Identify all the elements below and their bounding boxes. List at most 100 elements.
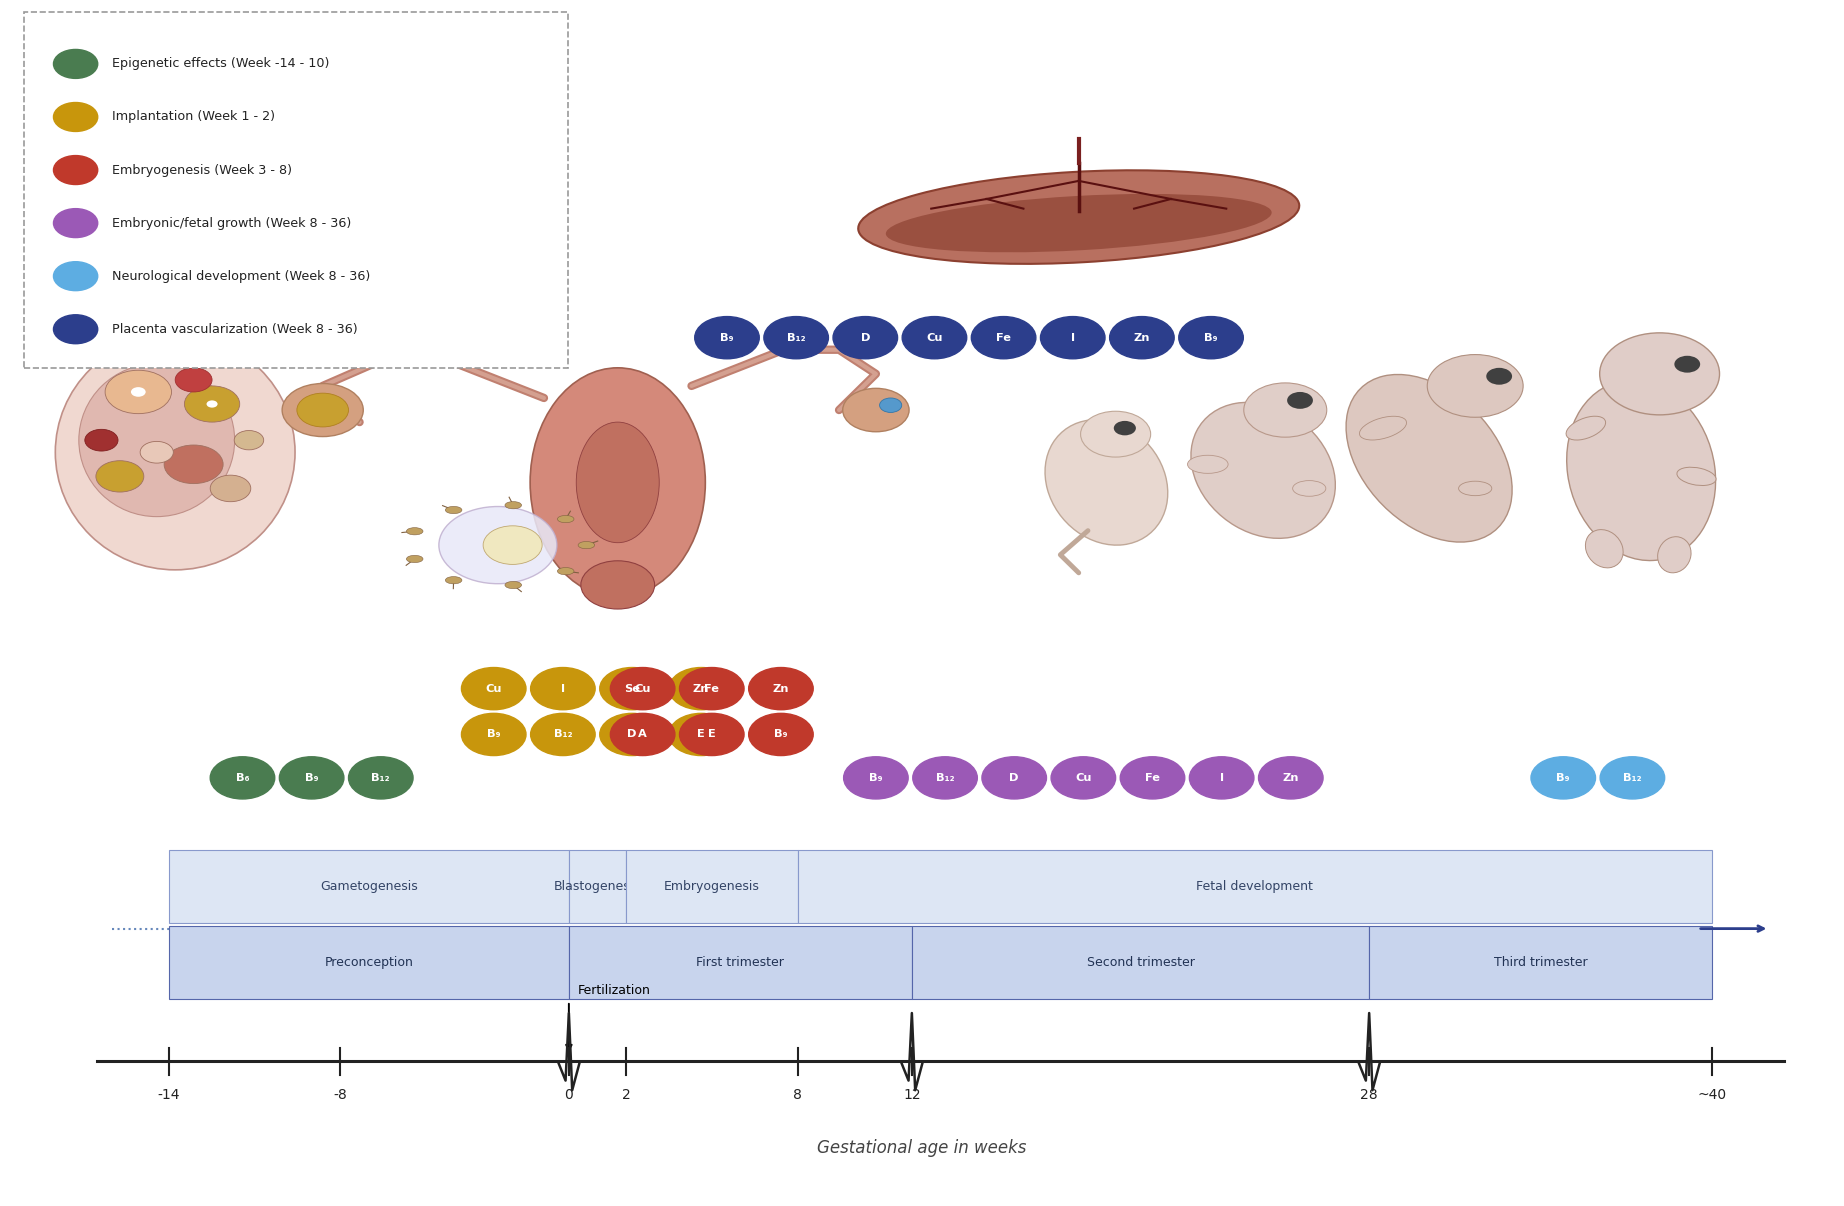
Circle shape — [695, 316, 760, 359]
Circle shape — [1121, 757, 1184, 800]
Text: D: D — [627, 730, 636, 739]
Text: Cu: Cu — [485, 684, 502, 693]
Circle shape — [531, 714, 596, 755]
Text: B₁₂: B₁₂ — [935, 773, 955, 783]
Text: -14: -14 — [157, 1088, 181, 1102]
Circle shape — [531, 667, 596, 709]
Ellipse shape — [575, 422, 660, 543]
Circle shape — [749, 714, 813, 755]
Circle shape — [105, 370, 171, 414]
Ellipse shape — [406, 555, 422, 562]
Text: Fe: Fe — [1145, 773, 1160, 783]
Circle shape — [461, 714, 526, 755]
Ellipse shape — [1427, 355, 1523, 417]
FancyBboxPatch shape — [568, 926, 911, 999]
Text: 28: 28 — [1361, 1088, 1377, 1102]
Circle shape — [349, 757, 413, 800]
Text: Fetal development: Fetal development — [1197, 880, 1313, 892]
Circle shape — [610, 667, 675, 709]
Text: Embryonic/fetal growth (Week 8 - 36): Embryonic/fetal growth (Week 8 - 36) — [112, 217, 352, 229]
Text: First trimester: First trimester — [697, 956, 784, 968]
Circle shape — [175, 368, 212, 392]
Ellipse shape — [581, 561, 655, 609]
Circle shape — [880, 398, 902, 412]
Circle shape — [1531, 757, 1595, 800]
Ellipse shape — [505, 581, 522, 589]
Text: D: D — [1009, 773, 1020, 783]
Text: Embryogenesis: Embryogenesis — [664, 880, 760, 892]
Circle shape — [981, 757, 1047, 800]
Text: B₉: B₉ — [869, 773, 883, 783]
Ellipse shape — [1046, 420, 1167, 545]
Text: Se: Se — [623, 684, 640, 693]
Circle shape — [763, 316, 828, 359]
FancyBboxPatch shape — [911, 926, 1368, 999]
Circle shape — [679, 714, 743, 755]
Circle shape — [1258, 757, 1322, 800]
Text: Fertilization: Fertilization — [577, 984, 651, 997]
Circle shape — [1178, 316, 1243, 359]
Text: B₁₂: B₁₂ — [787, 333, 806, 343]
Text: B₉: B₉ — [721, 333, 734, 343]
Ellipse shape — [857, 170, 1300, 264]
Text: I: I — [1071, 333, 1075, 343]
Circle shape — [278, 757, 343, 800]
Text: Fe: Fe — [996, 333, 1011, 343]
Text: B₆: B₆ — [236, 773, 249, 783]
FancyBboxPatch shape — [625, 850, 797, 923]
Circle shape — [1674, 356, 1700, 373]
Ellipse shape — [444, 576, 461, 584]
Text: Implantation (Week 1 - 2): Implantation (Week 1 - 2) — [112, 111, 275, 123]
Text: Placenta vascularization (Week 8 - 36): Placenta vascularization (Week 8 - 36) — [112, 323, 358, 335]
Circle shape — [1189, 757, 1254, 800]
Circle shape — [131, 387, 146, 397]
Text: A: A — [638, 730, 647, 739]
Circle shape — [599, 714, 664, 755]
Circle shape — [53, 315, 98, 344]
Circle shape — [85, 429, 118, 451]
Text: Gametogenesis: Gametogenesis — [319, 880, 419, 892]
Circle shape — [234, 431, 264, 450]
Circle shape — [669, 667, 734, 709]
Text: B₁₂: B₁₂ — [1623, 773, 1641, 783]
Circle shape — [1040, 316, 1105, 359]
Ellipse shape — [55, 334, 295, 570]
Ellipse shape — [557, 568, 573, 575]
Ellipse shape — [1676, 467, 1717, 486]
Text: Gestational age in weeks: Gestational age in weeks — [817, 1140, 1027, 1157]
Circle shape — [599, 667, 664, 709]
Circle shape — [210, 757, 275, 800]
Circle shape — [902, 316, 966, 359]
Ellipse shape — [1359, 416, 1407, 440]
Ellipse shape — [1459, 481, 1492, 496]
Ellipse shape — [1293, 480, 1326, 497]
Circle shape — [53, 156, 98, 185]
FancyBboxPatch shape — [170, 926, 568, 999]
Text: ~40: ~40 — [1698, 1088, 1726, 1102]
Text: B₉: B₉ — [1204, 333, 1217, 343]
Text: B₉: B₉ — [304, 773, 319, 783]
Text: D: D — [861, 333, 870, 343]
Circle shape — [610, 714, 675, 755]
Text: Third trimester: Third trimester — [1494, 956, 1588, 968]
Text: Cu: Cu — [1075, 773, 1092, 783]
Text: Epigenetic effects (Week -14 - 10): Epigenetic effects (Week -14 - 10) — [112, 58, 330, 70]
Circle shape — [483, 526, 542, 564]
Circle shape — [96, 461, 144, 492]
Ellipse shape — [885, 194, 1272, 252]
Circle shape — [184, 386, 240, 422]
Circle shape — [439, 507, 557, 584]
Ellipse shape — [1191, 403, 1335, 538]
FancyBboxPatch shape — [170, 850, 568, 923]
Circle shape — [913, 757, 977, 800]
Ellipse shape — [79, 364, 234, 516]
Circle shape — [207, 400, 218, 408]
Text: Preconception: Preconception — [325, 956, 413, 968]
FancyBboxPatch shape — [24, 12, 568, 368]
Text: E: E — [708, 730, 715, 739]
Text: 2: 2 — [621, 1088, 631, 1102]
Text: -8: -8 — [334, 1088, 347, 1102]
Circle shape — [972, 316, 1036, 359]
FancyBboxPatch shape — [1368, 926, 1711, 999]
Ellipse shape — [1599, 333, 1719, 415]
